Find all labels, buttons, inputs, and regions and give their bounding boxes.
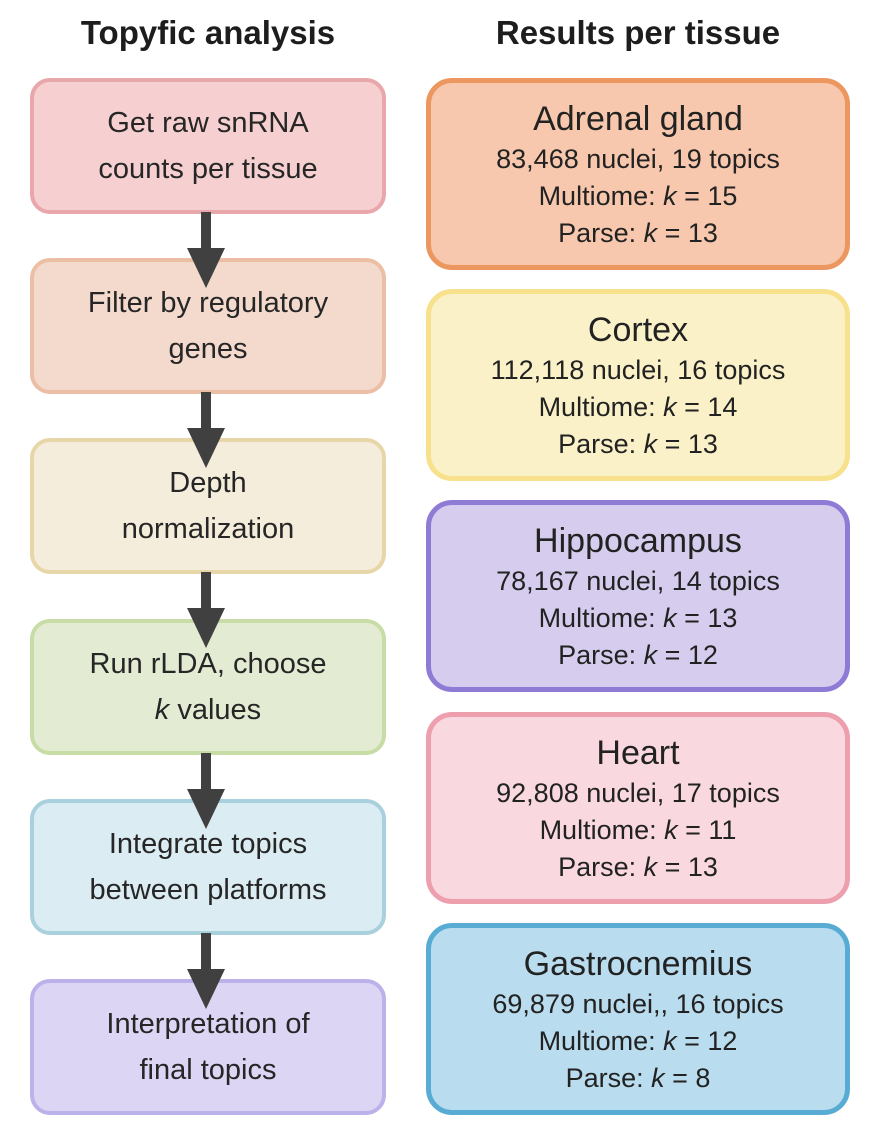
multiome-value: = 15 — [676, 180, 738, 211]
arrow-down-icon — [180, 572, 232, 650]
arrow-down-icon — [180, 933, 232, 1011]
tissue-stats: 112,118 nuclei, 16 topics — [490, 354, 786, 385]
tissue-name: Adrenal gland — [533, 99, 743, 138]
tissue-box-adrenal-gland: Adrenal gland 83,468 nuclei, 19 topics M… — [426, 78, 850, 270]
multiome-value: = 13 — [676, 602, 738, 633]
step-get-raw-counts: Get raw snRNA counts per tissue — [30, 78, 386, 214]
step-interpretation: Interpretation of final topics — [30, 979, 386, 1115]
left-column-title: Topyfic analysis — [80, 14, 336, 51]
tissue-name: Cortex — [587, 310, 689, 349]
parse-value: = 12 — [657, 639, 718, 670]
step-line-1: Depth — [169, 467, 247, 499]
step-line-2: genes — [168, 333, 248, 365]
k-symbol: k — [663, 1025, 677, 1056]
step-line-2: final topics — [139, 1054, 277, 1086]
tissue-parse: Parse: k = 12 — [558, 637, 718, 674]
k-symbol: k — [643, 639, 658, 670]
multiome-label: Multiome: — [538, 180, 664, 211]
parse-label: Parse: — [558, 217, 644, 248]
multiome-value: = 12 — [676, 1025, 738, 1056]
step-line-1: Run rLDA, choose — [89, 648, 327, 680]
tissue-parse: Parse: k = 13 — [558, 849, 718, 886]
tissue-parse: Parse: k = 13 — [558, 426, 718, 463]
step-line-2: k values — [155, 687, 261, 733]
tissue-stats: 83,468 nuclei, 19 topics — [496, 143, 780, 174]
tissue-multiome: Multiome: k = 14 — [539, 389, 738, 426]
parse-label: Parse: — [558, 851, 644, 882]
parse-value: = 13 — [657, 217, 718, 248]
arrow-down-icon — [180, 753, 232, 831]
multiome-label: Multiome: — [538, 1025, 664, 1056]
k-symbol: k — [663, 391, 677, 422]
tissue-multiome: Multiome: k = 12 — [539, 1023, 738, 1060]
k-symbol: k — [664, 814, 678, 845]
step-line-2: normalization — [121, 513, 295, 545]
step-line-1: Filter by regulatory — [87, 287, 329, 319]
step-line-1: Interpretation of — [106, 1008, 310, 1040]
k-symbol: k — [643, 217, 658, 248]
arrow-down-icon — [180, 392, 232, 470]
k-symbol: k — [643, 428, 658, 459]
parse-label: Parse: — [558, 639, 644, 670]
tissue-box-hippocampus: Hippocampus 78,167 nuclei, 14 topics Mul… — [426, 500, 850, 692]
tissue-stats: 69,879 nuclei,, 16 topics — [492, 988, 784, 1019]
tissue-box-gastrocnemius: Gastrocnemius 69,879 nuclei,, 16 topics … — [426, 923, 850, 1115]
step-line-1: Integrate topics — [108, 828, 308, 860]
tissue-multiome: Multiome: k = 11 — [540, 812, 737, 849]
k-symbol: k — [651, 1062, 665, 1093]
tissue-name: Hippocampus — [534, 521, 742, 560]
tissue-multiome: Multiome: k = 15 — [539, 178, 738, 215]
tissue-name: Heart — [596, 733, 680, 772]
parse-value: = 13 — [657, 428, 718, 459]
step-line-2: between platforms — [89, 874, 327, 906]
tissue-stats: 92,808 nuclei, 17 topics — [496, 777, 780, 808]
arrow-down-icon — [180, 212, 232, 290]
step-line-1: Get raw snRNA — [107, 107, 309, 139]
multiome-value: = 14 — [676, 391, 738, 422]
tissue-box-cortex: Cortex 112,118 nuclei, 16 topics Multiom… — [426, 289, 850, 481]
tissue-stats: 78,167 nuclei, 14 topics — [496, 565, 780, 596]
tissue-parse: Parse: k = 8 — [566, 1060, 711, 1097]
multiome-label: Multiome: — [538, 602, 664, 633]
tissue-multiome: Multiome: k = 13 — [539, 600, 738, 637]
parse-label: Parse: — [558, 428, 644, 459]
tissue-parse: Parse: k = 13 — [558, 215, 718, 252]
k-symbol: k — [154, 694, 170, 726]
k-symbol: k — [663, 602, 677, 633]
k-symbol: k — [663, 180, 677, 211]
parse-value: = 13 — [657, 851, 718, 882]
multiome-value: = 11 — [677, 814, 737, 845]
step-line-2: counts per tissue — [98, 153, 318, 185]
right-column-title: Results per tissue — [495, 14, 781, 51]
step-line-2-rest: values — [169, 694, 262, 726]
parse-label: Parse: — [565, 1062, 652, 1093]
multiome-label: Multiome: — [539, 814, 665, 845]
multiome-label: Multiome: — [538, 391, 664, 422]
parse-value: = 8 — [664, 1062, 711, 1093]
tissue-box-heart: Heart 92,808 nuclei, 17 topics Multiome:… — [426, 712, 850, 904]
tissue-name: Gastrocnemius — [523, 944, 753, 983]
k-symbol: k — [643, 851, 658, 882]
